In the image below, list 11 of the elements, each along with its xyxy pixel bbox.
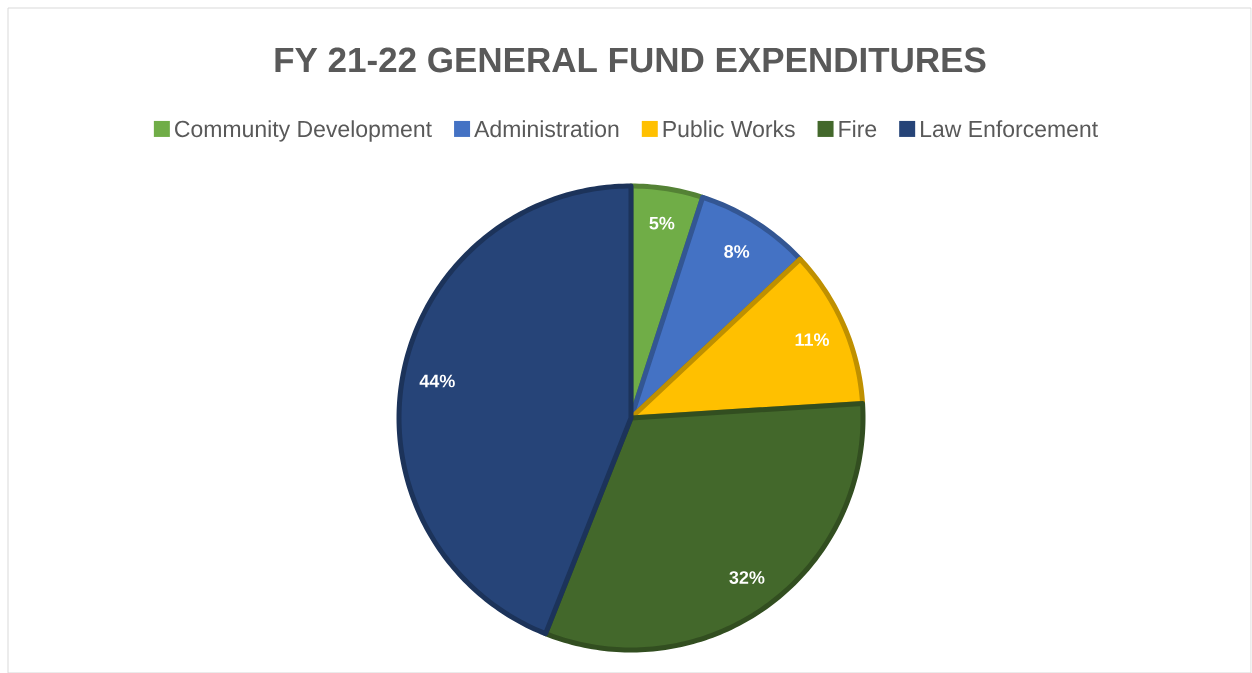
legend-label: Law Enforcement (921, 120, 1098, 137)
legend-label: Fire (839, 120, 877, 137)
data-label: 44% (419, 374, 455, 388)
legend-label: Administration (474, 120, 619, 137)
data-label: 11% (795, 333, 830, 346)
legend-label: Public Works (663, 120, 795, 137)
legend-label: Community Development (175, 120, 432, 142)
chart-title: FY 21-22 GENERAL FUND EXPENDITURES (275, 47, 986, 73)
data-label: 32% (729, 570, 765, 584)
data-label: 5% (649, 216, 675, 230)
data-label: 8% (724, 244, 750, 258)
